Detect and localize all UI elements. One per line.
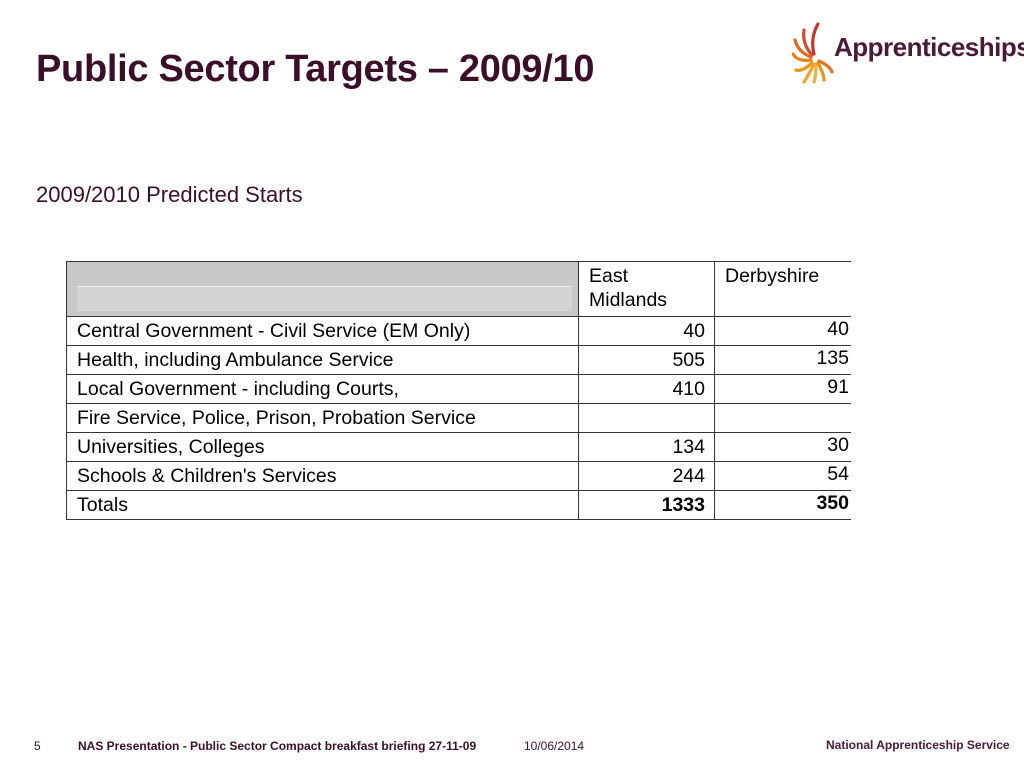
east-midlands-value: 40 (578, 316, 715, 346)
table-row: Fire Service, Police, Prison, Probation … (66, 403, 851, 433)
derbyshire-value: 30 (714, 432, 851, 462)
derbyshire-value: 91 (714, 374, 851, 404)
header-derbyshire: Derbyshire (714, 261, 851, 317)
header-blank-cell (66, 261, 579, 317)
row-label: Health, including Ambulance Service (66, 345, 579, 375)
derbyshire-value: 135 (714, 345, 851, 375)
east-midlands-total: 1333 (578, 490, 715, 520)
table-row: Local Government - including Courts, 410… (66, 374, 851, 404)
row-label: Fire Service, Police, Prison, Probation … (66, 403, 579, 433)
east-midlands-value: 244 (578, 461, 715, 491)
footer-presentation-title: NAS Presentation - Public Sector Compact… (78, 739, 477, 753)
east-midlands-value: 134 (578, 432, 715, 462)
derbyshire-total: 350 (714, 490, 851, 520)
row-label: Local Government - including Courts, (66, 374, 579, 404)
totals-row: Totals 1333 350 (66, 490, 851, 520)
table-row: Schools & Children's Services 244 54 (66, 461, 851, 491)
east-midlands-value: 410 (578, 374, 715, 404)
header-east-midlands: East Midlands (578, 261, 715, 317)
table-header-row: East Midlands Derbyshire (66, 261, 851, 317)
footer-date: 10/06/2014 (524, 739, 585, 753)
row-label: Universities, Colleges (66, 432, 579, 462)
page-number: 5 (34, 739, 41, 753)
totals-label: Totals (66, 490, 579, 520)
row-label: Schools & Children's Services (66, 461, 579, 491)
east-midlands-value: 505 (578, 345, 715, 375)
table-subtitle: 2009/2010 Predicted Starts (36, 182, 303, 207)
predicted-starts-table: East Midlands Derbyshire Central Governm… (66, 261, 851, 520)
east-midlands-value (578, 403, 715, 433)
row-label: Central Government - Civil Service (EM O… (66, 316, 579, 346)
slide-title: Public Sector Targets – 2009/10 (36, 48, 595, 90)
apprenticeships-logo: Apprenticeships (792, 20, 1024, 84)
table-row: Health, including Ambulance Service 505 … (66, 345, 851, 375)
derbyshire-value: 54 (714, 461, 851, 491)
logo-text: Apprenticeships (834, 32, 1024, 62)
table-row: Central Government - Civil Service (EM O… (66, 316, 851, 346)
derbyshire-value: 40 (714, 316, 851, 346)
footer-organisation: National Apprenticeship Service (826, 738, 1010, 752)
sunburst-logo-icon (792, 22, 834, 84)
derbyshire-value (714, 403, 851, 433)
table-row: Universities, Colleges 134 30 (66, 432, 851, 462)
